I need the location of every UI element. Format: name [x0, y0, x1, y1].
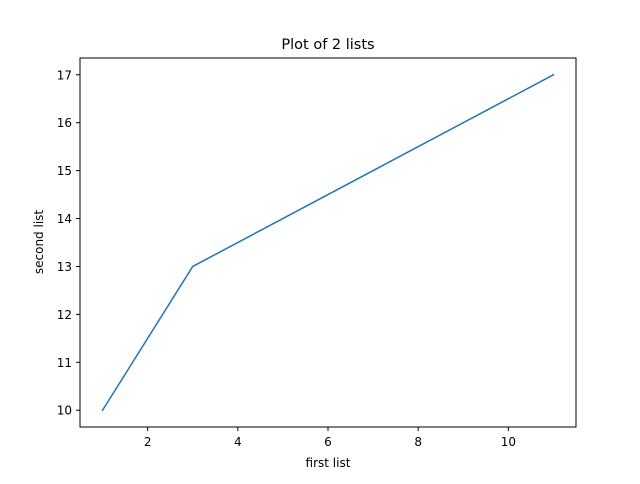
- x-axis-label: first list: [306, 456, 351, 470]
- y-axis-label: second list: [32, 210, 46, 275]
- x-tick-label: 2: [144, 435, 152, 449]
- y-tick-label: 15: [57, 164, 72, 178]
- series-layer: [101, 73, 555, 412]
- series-line-0: [101, 73, 555, 412]
- y-tick-label: 17: [57, 68, 72, 82]
- y-tick-label: 12: [57, 308, 72, 322]
- x-axis-ticks: 2 4 6 8 10: [144, 427, 516, 449]
- y-axis-ticks: 10 11 12 13 14 15 16 17: [57, 68, 80, 418]
- y-tick-label: 10: [57, 404, 72, 418]
- axes-frame: [79, 57, 577, 428]
- y-tick-label: 11: [57, 356, 72, 370]
- y-tick-label: 13: [57, 260, 72, 274]
- x-tick-label: 6: [324, 435, 332, 449]
- x-tick-label: 4: [234, 435, 242, 449]
- x-tick-label: 10: [501, 435, 516, 449]
- y-tick-label: 16: [57, 116, 72, 130]
- chart-title: Plot of 2 lists: [281, 37, 374, 53]
- y-tick-label: 14: [57, 212, 72, 226]
- x-tick-label: 8: [414, 435, 422, 449]
